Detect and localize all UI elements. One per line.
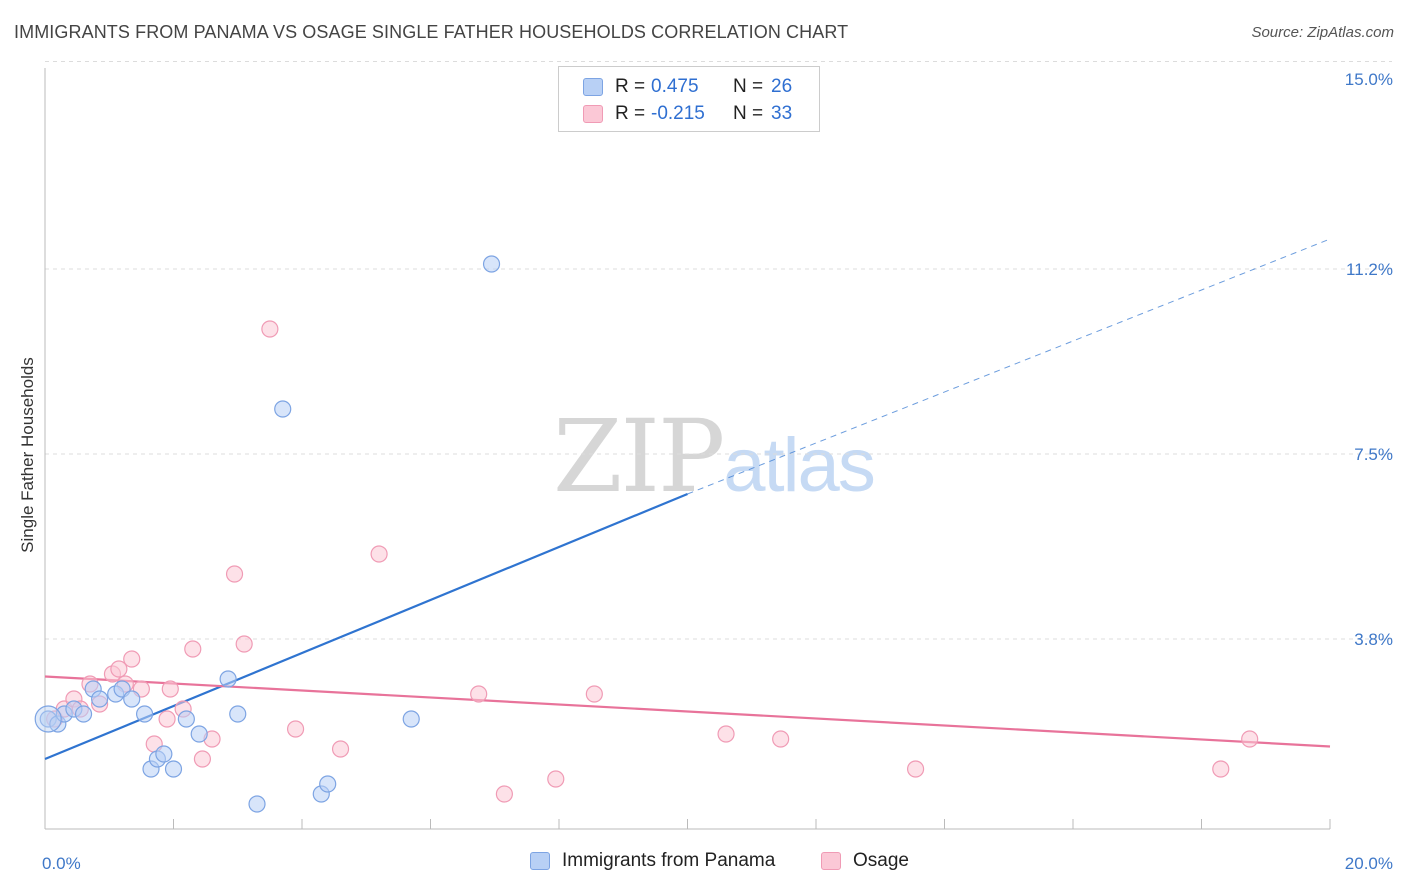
legend-row-osage: R = -0.215 N = 33	[583, 102, 792, 126]
r-label: R =	[615, 103, 646, 124]
panama-point	[91, 690, 109, 708]
osage-point	[906, 760, 925, 778]
osage-points	[46, 320, 1259, 803]
osage-point	[225, 565, 244, 583]
watermark-atlas: atlas	[723, 423, 876, 508]
osage-point	[547, 770, 565, 788]
osage-point	[1212, 760, 1230, 778]
osage-point	[161, 680, 179, 698]
osage-point	[495, 785, 513, 803]
chart-title: IMMIGRANTS FROM PANAMA VS OSAGE SINGLE F…	[14, 22, 849, 42]
osage-point	[331, 740, 350, 758]
tick-labels: 3.8% 7.5% 11.2% 15.0% 0.0% 20.0%	[42, 70, 1393, 873]
panama-point	[155, 745, 173, 763]
x-tick-label-max: 20.0%	[1345, 854, 1393, 873]
axes	[44, 68, 1331, 830]
panama-point	[274, 400, 292, 418]
r-value: 0.475	[651, 76, 699, 97]
y-tick-label: 11.2%	[1346, 260, 1393, 279]
source-label: Source: ZipAtlas.com	[1251, 24, 1394, 41]
panama-trend-extension	[687, 238, 1331, 495]
osage-point	[286, 720, 305, 738]
osage-point	[158, 710, 176, 728]
osage-point	[235, 635, 253, 653]
panama-point	[164, 760, 183, 778]
panama-point	[177, 710, 195, 728]
grid-lines	[45, 61, 1392, 640]
n-label: N =	[733, 76, 764, 97]
blue-swatch-icon	[583, 78, 603, 96]
osage-trend-line	[44, 675, 1331, 748]
watermark-zip: ZIP	[553, 398, 725, 515]
osage-point	[772, 730, 790, 748]
r-value: -0.215	[651, 103, 705, 124]
panama-point	[74, 705, 93, 723]
legend-item-panama[interactable]: Immigrants from Panama	[530, 850, 775, 872]
watermark: ZIPatlas	[553, 398, 876, 515]
x-tick-label-min: 0.0%	[42, 854, 81, 873]
r-label: R =	[615, 76, 646, 97]
osage-point	[184, 640, 202, 658]
panama-point	[229, 705, 247, 723]
n-value: 26	[771, 76, 793, 97]
pink-swatch-icon	[583, 105, 603, 123]
osage-point	[1241, 730, 1259, 748]
legend-row-panama: R = 0.475 N = 26	[583, 75, 792, 99]
y-tick-label: 7.5%	[1354, 445, 1393, 464]
y-tick-label: 3.8%	[1354, 630, 1393, 649]
osage-point	[585, 685, 603, 703]
osage-point	[110, 660, 128, 678]
stats-legend: R = 0.475 N = 26 R = -0.215 N = 33	[558, 66, 820, 132]
legend-label-panama: Immigrants from Panama	[562, 850, 776, 871]
panama-point	[402, 710, 420, 728]
panama-point	[135, 705, 154, 723]
n-value: 33	[771, 103, 793, 124]
panama-point	[482, 255, 501, 273]
osage-point	[123, 650, 141, 668]
osage-point	[193, 750, 212, 768]
pink-swatch-icon	[821, 852, 841, 870]
legend-item-osage[interactable]: Osage	[821, 850, 909, 872]
y-tick-label: 15.0%	[1345, 70, 1393, 89]
legend-label-osage: Osage	[853, 850, 909, 871]
panama-point	[248, 795, 266, 813]
panama-point	[34, 705, 62, 733]
osage-point	[261, 320, 279, 338]
panama-point	[190, 725, 208, 743]
panama-point	[123, 690, 141, 708]
trend-lines	[44, 238, 1331, 761]
panama-point	[219, 670, 237, 688]
osage-point	[370, 545, 388, 563]
panama-points	[34, 255, 501, 813]
blue-swatch-icon	[530, 852, 550, 870]
n-label: N =	[733, 103, 764, 124]
osage-point	[717, 725, 735, 743]
panama-point	[319, 775, 337, 793]
osage-point	[470, 685, 488, 703]
